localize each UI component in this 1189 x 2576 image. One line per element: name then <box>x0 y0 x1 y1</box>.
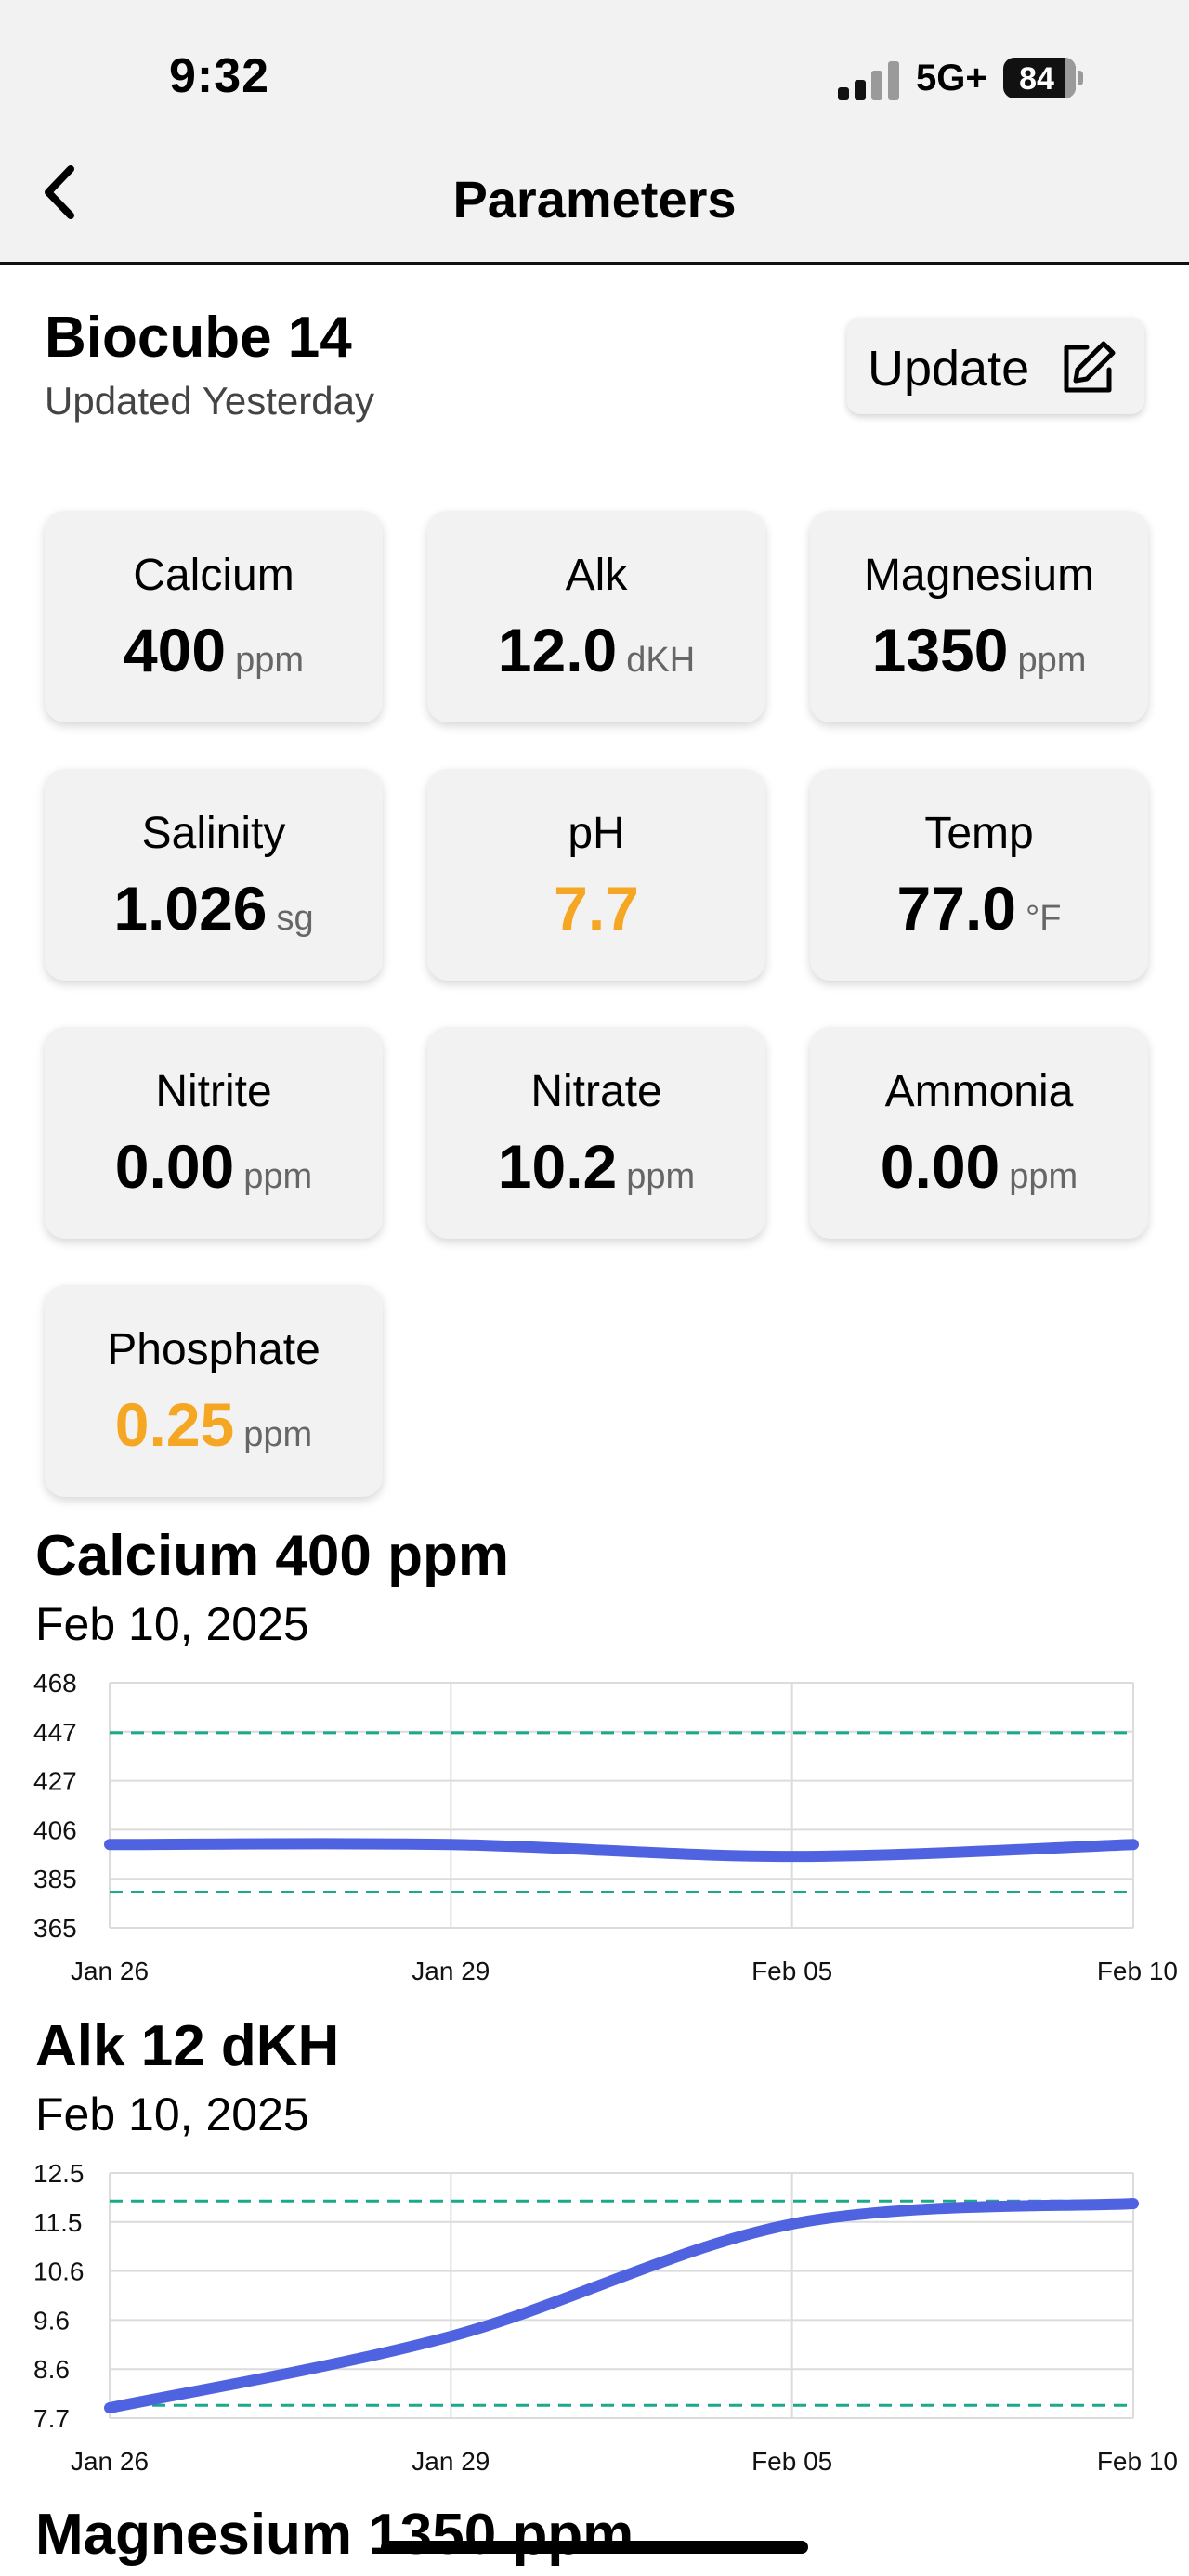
y-tick-label: 427 <box>33 1767 77 1796</box>
data-point <box>1132 2203 1134 2205</box>
y-tick-label: 10.6 <box>33 2257 85 2286</box>
tank-name: Biocube 14 <box>45 306 352 370</box>
param-value: 0.25 <box>114 1390 235 1459</box>
param-value: 400 <box>123 616 227 684</box>
data-point <box>1132 1843 1134 1846</box>
param-value: 77.0 <box>896 874 1017 943</box>
edit-icon <box>1064 341 1116 393</box>
param-name: Magnesium <box>863 551 1095 600</box>
param-tile-ammonia[interactable]: Ammonia 0.00 ppm <box>810 1027 1148 1239</box>
param-tile-phosphate[interactable]: Phosphate 0.25 ppm <box>45 1285 383 1497</box>
data-point <box>790 2223 793 2225</box>
param-unit: ppm <box>1009 1157 1078 1196</box>
param-tile-ph[interactable]: pH 7.7 <box>427 769 765 981</box>
param-name: pH <box>568 809 625 858</box>
status-and-nav-bar: 9:32 5G+ 84 Parameters <box>0 0 1189 265</box>
page-title: Parameters <box>452 170 737 228</box>
y-tick-label: 468 <box>33 1669 77 1698</box>
param-unit: ppm <box>626 1157 696 1196</box>
data-point <box>109 1843 111 1846</box>
chart-title-alk: Alk 12 dKH <box>35 2014 340 2078</box>
param-unit: ppm <box>1017 641 1087 680</box>
x-tick-label: Jan 29 <box>412 2447 490 2476</box>
data-point <box>790 1855 793 1858</box>
param-value: 12.0 <box>497 616 618 684</box>
y-tick-label: 12.5 <box>33 2159 85 2188</box>
param-tile-magnesium[interactable]: Magnesium 1350 ppm <box>810 511 1148 722</box>
home-indicator <box>381 2541 808 2554</box>
update-button-label: Update <box>868 341 1030 397</box>
param-tile-nitrate[interactable]: Nitrate 10.2 ppm <box>427 1027 765 1239</box>
y-tick-label: 447 <box>33 1718 77 1747</box>
param-value: 1350 <box>871 616 1009 684</box>
param-tile-temp[interactable]: Temp 77.0 °F <box>810 769 1148 981</box>
param-value: 0.00 <box>880 1132 1000 1201</box>
data-point <box>450 2335 452 2337</box>
chart-title-magnesium: Magnesium 1350 ppm <box>35 2503 634 2567</box>
y-tick-label: 11.5 <box>33 2208 82 2237</box>
calcium-chart: 468 447 427 406 385 365 Jan 26 Jan 29 Feb 05 Feb … <box>33 1669 1178 1985</box>
param-unit: ppm <box>235 641 305 680</box>
series-line <box>104 2198 1139 2413</box>
x-tick-label: Feb 10 <box>1097 2447 1178 2476</box>
y-tick-label: 7.7 <box>33 2404 70 2433</box>
status-time: 9:32 <box>169 49 270 103</box>
series-line <box>104 1838 1139 1863</box>
x-tick-label: Feb 05 <box>751 1957 832 1985</box>
param-name: Temp <box>924 809 1034 858</box>
update-button[interactable]: Update <box>847 318 1144 414</box>
y-tick-label: 8.6 <box>33 2355 70 2384</box>
param-tile-alk[interactable]: Alk 12.0 dKH <box>427 511 765 722</box>
y-tick-label: 385 <box>33 1865 77 1893</box>
param-unit: ppm <box>243 1415 313 1454</box>
cellular-signal-icon <box>838 61 903 100</box>
param-name: Alk <box>565 551 628 600</box>
chart-date-calcium: Feb 10, 2025 <box>35 1598 309 1650</box>
chart-title-calcium: Calcium 400 ppm <box>35 1524 509 1588</box>
y-tick-label: 365 <box>33 1914 77 1943</box>
x-tick-label: Jan 26 <box>71 2447 149 2476</box>
param-unit: °F <box>1026 899 1062 938</box>
battery-level: 84 <box>1019 61 1054 97</box>
x-tick-label: Jan 26 <box>71 1957 149 1985</box>
param-unit: ppm <box>243 1157 313 1196</box>
param-value: 1.026 <box>113 874 268 943</box>
param-unit: sg <box>276 899 314 938</box>
y-tick-label: 406 <box>33 1815 77 1844</box>
param-name: Salinity <box>141 809 286 858</box>
data-point <box>450 1843 452 1846</box>
back-chevron-icon[interactable] <box>37 160 84 225</box>
battery-icon: 84 <box>1003 58 1083 98</box>
network-type: 5G+ <box>916 58 987 98</box>
param-name: Nitrate <box>530 1067 662 1116</box>
x-tick-label: Feb 10 <box>1097 1957 1178 1985</box>
tank-updated-text: Updated Yesterday <box>45 379 374 423</box>
param-name: Ammonia <box>884 1067 1074 1116</box>
param-name: Phosphate <box>107 1325 320 1374</box>
param-tile-calcium[interactable]: Calcium 400 ppm <box>45 511 383 722</box>
y-tick-label: 9.6 <box>33 2306 70 2335</box>
param-name: Calcium <box>133 551 294 600</box>
x-tick-label: Feb 05 <box>751 2447 832 2476</box>
data-point <box>109 2407 111 2409</box>
param-tile-salinity[interactable]: Salinity 1.026 sg <box>45 769 383 981</box>
param-unit: dKH <box>626 641 696 680</box>
param-value: 0.00 <box>114 1132 235 1201</box>
param-name: Nitrite <box>155 1067 272 1116</box>
chart-date-alk: Feb 10, 2025 <box>35 2088 309 2140</box>
x-tick-label: Jan 29 <box>412 1957 490 1985</box>
param-value: 7.7 <box>554 874 639 943</box>
param-value: 10.2 <box>497 1132 618 1201</box>
param-tile-nitrite[interactable]: Nitrite 0.00 ppm <box>45 1027 383 1239</box>
